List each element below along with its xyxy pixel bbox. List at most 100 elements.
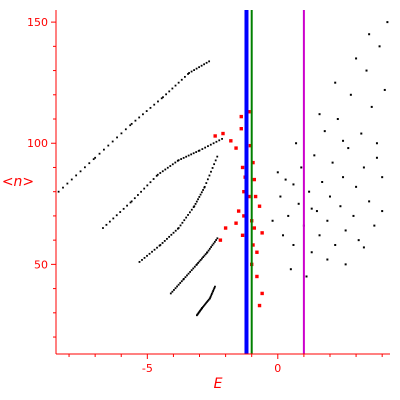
series-2-point	[205, 182, 208, 184]
series-2-point	[163, 240, 166, 242]
series-2-point	[174, 229, 177, 232]
series-3-point	[182, 278, 185, 280]
series-5-point	[328, 195, 331, 198]
series-6-point	[248, 143, 253, 148]
series-1-point	[180, 158, 183, 160]
series-6-point	[257, 303, 262, 308]
series-5-point	[315, 210, 318, 213]
series-5-point	[318, 234, 321, 237]
series-2-point	[200, 191, 203, 194]
series-0-point	[174, 84, 177, 87]
series-1-point	[156, 173, 159, 176]
series-6-point	[239, 127, 243, 131]
series-1-point	[169, 165, 172, 167]
series-5-point	[373, 224, 376, 227]
series-2-point	[202, 189, 204, 191]
series-2-point	[181, 221, 184, 224]
series-5-point	[323, 130, 326, 133]
series-6-point	[252, 177, 257, 182]
series-5-point	[276, 171, 279, 174]
series-2-point	[159, 244, 162, 246]
y-tick-label: 150	[27, 16, 48, 29]
series-2-point	[161, 242, 164, 244]
series-6-point	[239, 114, 243, 119]
series-3-point	[179, 282, 182, 284]
series-1-point	[122, 207, 125, 210]
series-3-point	[208, 247, 211, 250]
series-0-point	[75, 174, 78, 177]
series-5-point	[313, 154, 316, 157]
plot-area	[57, 10, 389, 354]
series-5-point	[282, 234, 285, 237]
series-0-point	[57, 190, 60, 193]
series-0-point	[195, 67, 198, 70]
series-5-point	[321, 181, 324, 183]
series-0-point	[193, 69, 195, 71]
series-1-point	[159, 172, 162, 174]
series-3-point	[204, 253, 207, 256]
series-3-point	[196, 263, 198, 266]
series-0-point	[79, 170, 82, 173]
series-3-point	[216, 237, 219, 240]
series-2-point	[197, 198, 199, 201]
y-tick-label: 50	[34, 258, 48, 271]
series-0-point	[130, 122, 133, 125]
series-3-point	[180, 280, 183, 283]
series-2-point	[190, 208, 193, 211]
series-2-point	[138, 261, 141, 263]
series-5-point	[344, 229, 347, 232]
series-0-point	[84, 166, 86, 169]
series-5-point	[308, 190, 311, 193]
series-5-point	[357, 239, 360, 242]
series-0-point	[149, 106, 152, 109]
series-1-point	[115, 214, 118, 217]
series-4-point	[204, 303, 206, 306]
series-5-point	[362, 246, 365, 249]
series-1-point	[129, 201, 132, 204]
series-1-point	[146, 184, 149, 187]
series-6-point	[255, 274, 259, 279]
series-0-point	[107, 144, 110, 147]
series-5-point	[336, 118, 339, 121]
series-2-point	[179, 224, 182, 227]
series-0-point	[208, 60, 211, 63]
series-5-point	[365, 69, 368, 72]
series-2-point	[198, 196, 201, 198]
series-3-point	[186, 274, 188, 277]
series-1-point	[195, 151, 198, 153]
series-4-point	[202, 305, 204, 308]
series-1-point	[102, 227, 104, 229]
series-4-point	[210, 294, 213, 297]
series-2-point	[172, 231, 175, 234]
series-0-point	[94, 156, 97, 159]
series-3-point	[187, 272, 190, 275]
series-5-point	[375, 156, 378, 159]
series-6-point	[236, 209, 241, 213]
series-5-point	[279, 195, 282, 198]
series-3-point	[198, 260, 201, 263]
series-2-point	[193, 205, 196, 208]
series-0-point	[103, 148, 105, 151]
series-5-point	[318, 113, 321, 116]
series-2-point	[203, 185, 206, 188]
series-1-point	[105, 223, 108, 226]
series-2-point	[206, 178, 209, 181]
series-2-point	[177, 227, 180, 229]
series-5-point	[310, 251, 313, 254]
series-0-point	[198, 66, 200, 69]
series-5-point	[292, 243, 295, 246]
series-3-point	[201, 257, 203, 260]
series-6-point	[247, 194, 251, 199]
series-0-point	[92, 158, 95, 161]
series-0-point	[98, 152, 101, 155]
series-0-point	[165, 93, 168, 96]
series-2-point	[210, 170, 212, 173]
series-0-point	[200, 64, 203, 67]
series-1-point	[209, 143, 212, 146]
series-2-point	[195, 200, 198, 203]
x-tick-label: -5	[142, 362, 153, 375]
series-2-point	[168, 235, 171, 238]
series-0-point	[138, 116, 141, 119]
series-6-point	[221, 131, 225, 136]
